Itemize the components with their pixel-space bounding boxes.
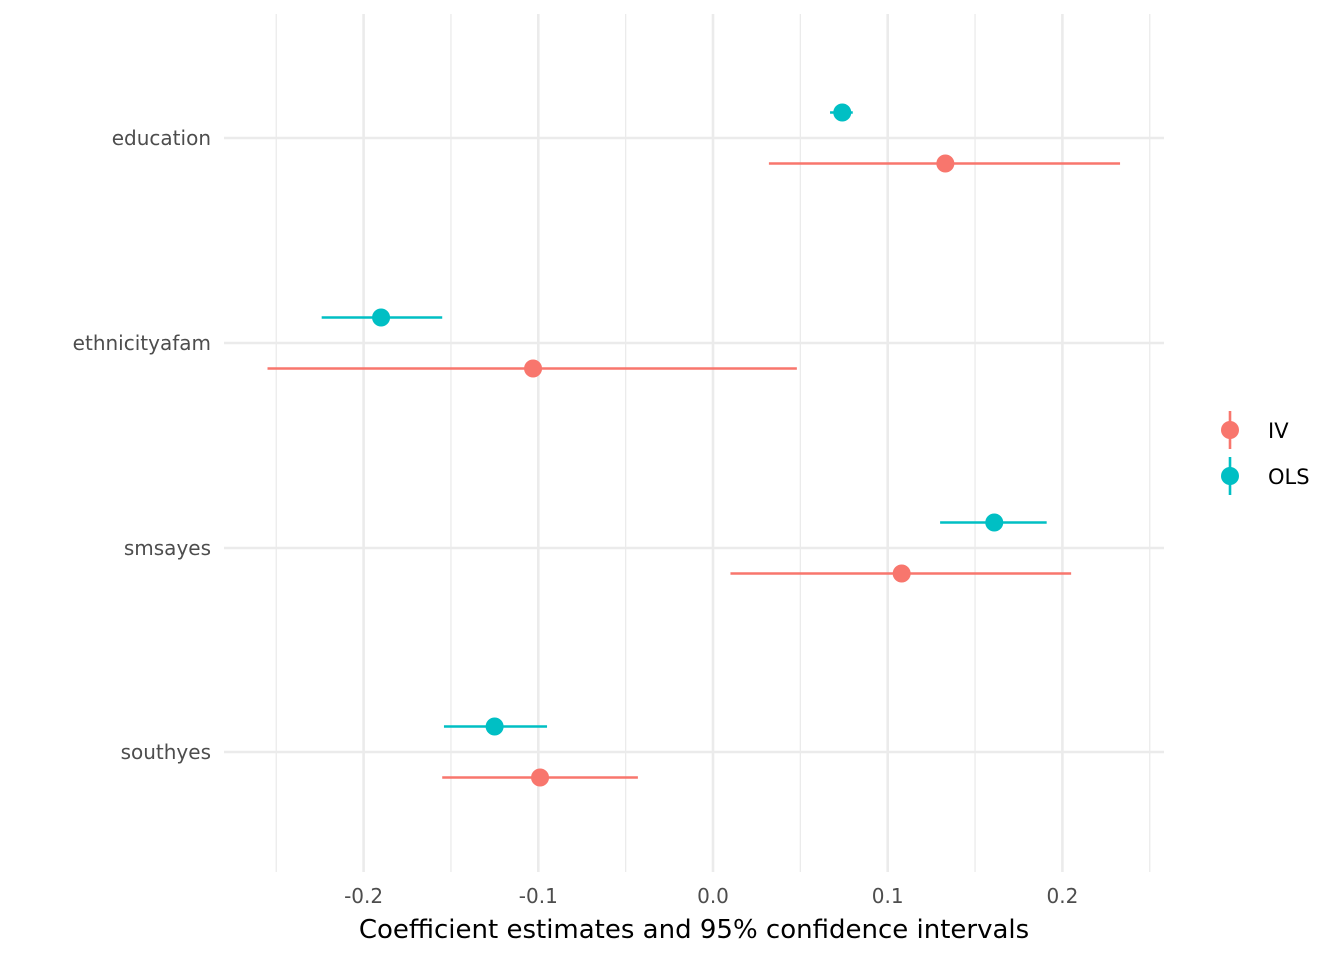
series-ols bbox=[321, 103, 1047, 736]
y-tick-label-education: education bbox=[112, 126, 211, 150]
estimate-point-iv-southyes bbox=[531, 768, 550, 787]
x-axis-title: Coefficient estimates and 95% confidence… bbox=[359, 915, 1029, 945]
estimate-point-ols-education bbox=[833, 103, 852, 122]
x-tick-label: -0.1 bbox=[519, 884, 558, 908]
legend-label: IV bbox=[1268, 419, 1289, 443]
legend-key-point bbox=[1221, 467, 1239, 485]
x-tick-label: 0.0 bbox=[697, 884, 729, 908]
legend-item-iv: IV bbox=[1221, 411, 1289, 449]
y-tick-label-smsayes: smsayes bbox=[124, 536, 211, 560]
legend-key-point bbox=[1221, 421, 1239, 439]
legend-label: OLS bbox=[1268, 465, 1310, 489]
estimate-point-iv-ethnicityafam bbox=[524, 359, 543, 378]
legend-item-ols: OLS bbox=[1221, 457, 1310, 495]
y-axis-labels: education ethnicityafam smsayes southyes bbox=[73, 126, 211, 764]
y-tick-label-ethnicityafam: ethnicityafam bbox=[73, 331, 211, 355]
x-tick-label: -0.2 bbox=[344, 884, 383, 908]
minor-gridlines bbox=[275, 14, 1151, 872]
estimate-point-ols-southyes bbox=[485, 717, 504, 736]
series-layer bbox=[267, 103, 1121, 787]
series-iv bbox=[267, 154, 1121, 787]
major-gridlines bbox=[224, 14, 1164, 872]
x-tick-label: 0.2 bbox=[1046, 884, 1078, 908]
estimate-point-iv-smsayes bbox=[892, 564, 911, 583]
y-tick-label-southyes: southyes bbox=[121, 740, 211, 764]
estimate-point-iv-education bbox=[936, 154, 955, 173]
estimate-point-ols-ethnicityafam bbox=[372, 308, 391, 327]
x-axis-labels: -0.2 -0.1 0.0 0.1 0.2 bbox=[344, 884, 1078, 908]
estimate-point-ols-smsayes bbox=[985, 513, 1004, 532]
x-tick-label: 0.1 bbox=[872, 884, 904, 908]
legend: IV OLS bbox=[1221, 411, 1310, 495]
